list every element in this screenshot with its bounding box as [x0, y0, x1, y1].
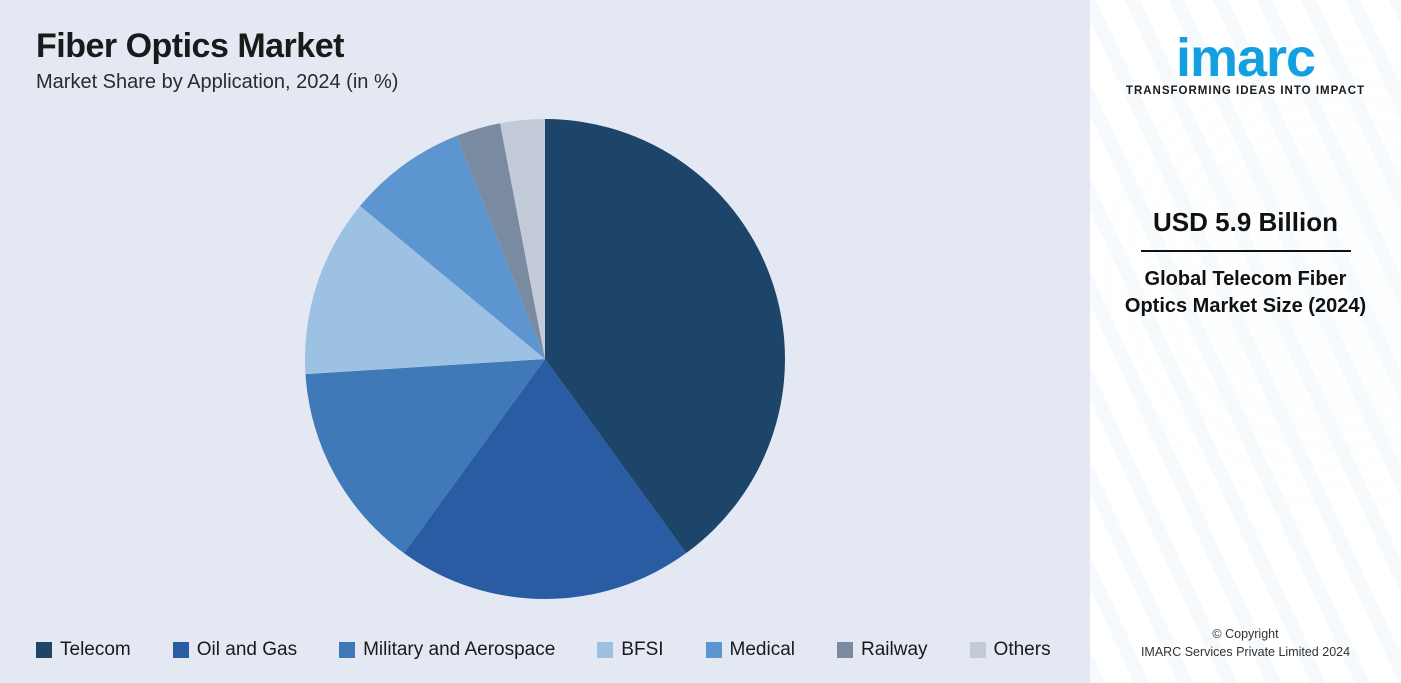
legend-item: Medical [706, 639, 795, 661]
legend-label: Telecom [60, 639, 131, 661]
stat-block: USD 5.9 Billion Global Telecom Fiber Opt… [1108, 207, 1383, 320]
legend: Telecom Oil and Gas Military and Aerospace… [36, 633, 1054, 665]
legend-label: Others [994, 639, 1051, 661]
legend-item: BFSI [597, 639, 663, 661]
copyright-line-2: IMARC Services Private Limited 2024 [1090, 644, 1401, 662]
brand-logo: imarc TRANSFORMING IDEAS INTO IMPACT [1126, 34, 1365, 97]
legend-label: Military and Aerospace [363, 639, 555, 661]
logo-tagline: TRANSFORMING IDEAS INTO IMPACT [1126, 85, 1365, 97]
legend-swatch [36, 642, 52, 658]
copyright-line-1: © Copyright [1090, 626, 1401, 644]
legend-swatch [339, 642, 355, 658]
legend-swatch [970, 642, 986, 658]
legend-label: BFSI [621, 639, 663, 661]
legend-swatch [173, 642, 189, 658]
legend-item: Oil and Gas [173, 639, 297, 661]
main-panel: Fiber Optics Market Market Share by Appl… [0, 0, 1090, 683]
legend-swatch [706, 642, 722, 658]
side-panel: imarc TRANSFORMING IDEAS INTO IMPACT USD… [1090, 0, 1401, 683]
legend-label: Oil and Gas [197, 639, 297, 661]
legend-swatch [597, 642, 613, 658]
stat-divider [1141, 250, 1351, 252]
legend-swatch [837, 642, 853, 658]
pie-chart [305, 119, 785, 599]
side-decorative-bg [1090, 0, 1401, 683]
legend-item: Telecom [36, 639, 131, 661]
copyright: © Copyright IMARC Services Private Limit… [1090, 626, 1401, 661]
legend-label: Medical [730, 639, 795, 661]
legend-item: Military and Aerospace [339, 639, 555, 661]
chart-area [36, 84, 1054, 633]
logo-wordmark: imarc [1126, 34, 1365, 83]
legend-label: Railway [861, 639, 928, 661]
stat-value: USD 5.9 Billion [1118, 207, 1373, 238]
legend-item: Railway [837, 639, 928, 661]
legend-item: Others [970, 639, 1051, 661]
stat-label: Global Telecom Fiber Optics Market Size … [1118, 266, 1373, 320]
page-title: Fiber Optics Market [36, 28, 1054, 65]
